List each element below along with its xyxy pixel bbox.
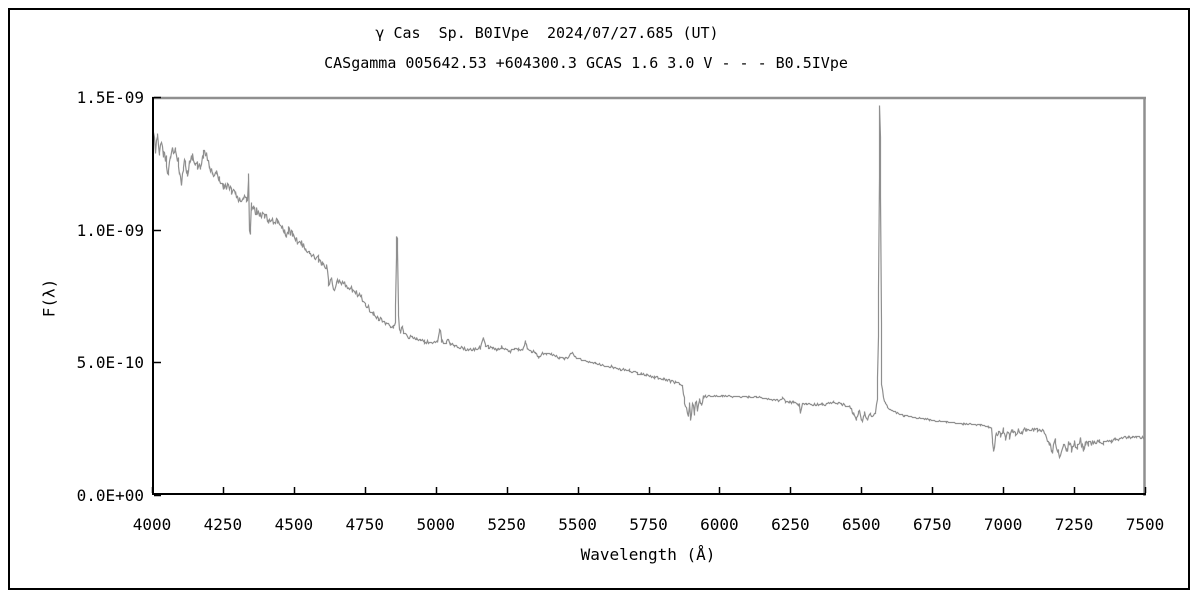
x-tick-label: 6500 [842,515,881,534]
x-tick-label: 5000 [416,515,455,534]
x-tick-label: 6750 [912,515,952,534]
spectrum-curve [152,105,1145,460]
x-tick-label: 4750 [345,515,385,534]
x-tick-label: 5750 [629,515,668,534]
chart-title-object: γ Cas Sp. B0IVpe 2024/07/27.685 (UT) [375,24,719,42]
x-tick-label: 5250 [487,515,526,534]
y-tick-label: 1.0E-09 [76,220,144,240]
y-tick-label: 5.0E-10 [76,353,144,373]
chart-title-catalog: CASgamma 005642.53 +604300.3 GCAS 1.6 3.… [324,54,848,72]
x-tick-label: 4250 [203,515,243,534]
x-tick-label: 6000 [700,515,739,534]
x-tick-label: 5500 [558,515,597,534]
y-tick-label: 0.0E+00 [76,486,144,505]
y-tick-label: 1.5E-09 [76,88,144,107]
x-tick-label: 6250 [771,515,810,534]
x-axis-label: Wavelength (Å) [580,545,716,564]
x-tick-label: 4500 [274,515,314,534]
x-tick-label: 7250 [1054,515,1094,534]
x-tick-label: 4000 [132,515,172,534]
x-tick-label: 7000 [983,515,1023,534]
chart-outer-border [8,8,1190,590]
x-tick-label: 7500 [1125,515,1165,534]
